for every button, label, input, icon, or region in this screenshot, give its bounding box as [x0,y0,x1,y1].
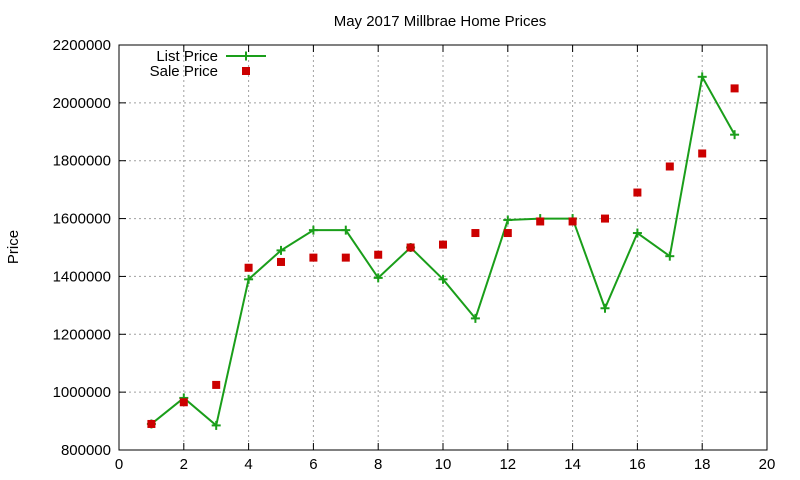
list-price-point [470,313,480,323]
sale-price-point [406,243,415,252]
sale-price-point [244,263,253,272]
list-price-point [600,303,610,313]
list-price-point [276,245,286,255]
x-tick-label: 2 [180,456,188,473]
legend-marker-sale-price [242,67,250,75]
sale-price-point [277,257,285,266]
y-tick-label: 1800000 [53,153,111,170]
sale-price-point [730,84,739,93]
legend-marker-list-price [241,51,251,61]
x-tick-label: 16 [629,456,646,473]
legend-label-list-price: List Price [156,48,218,65]
y-axis-label: Price [5,230,22,264]
axis-ticks: 0 2 4 6 8 10 12 14 16 18 20 800000 1000000 1200000 140… [53,37,776,473]
sale-price-point [309,253,318,262]
list-price-point [308,225,318,235]
sale-price-point [147,419,156,428]
sale-price-point [698,149,707,158]
y-tick-label: 1400000 [53,268,111,285]
x-tick-label: 0 [115,456,123,473]
x-tick-label: 8 [374,456,382,473]
x-tick-label: 20 [759,456,776,473]
sale-price-point [503,229,512,238]
y-tick-label: 2200000 [53,37,111,54]
grid [119,45,767,450]
sale-price-point [212,380,221,389]
list-price-point [341,225,351,235]
x-tick-label: 6 [309,456,317,473]
list-price-point [665,251,675,261]
x-tick-label: 4 [244,456,252,473]
sale-price-point [471,229,480,238]
sale-price-point [536,217,545,226]
y-tick-label: 800000 [61,442,111,459]
legend-label-sale-price: Sale Price [150,63,218,80]
x-tick-label: 14 [564,456,581,473]
chart-title: May 2017 Millbrae Home Prices [334,13,547,30]
y-tick-label: 2000000 [53,95,111,112]
x-tick-label: 12 [499,456,516,473]
list-price-point [697,72,707,82]
sale-price-point [179,398,188,407]
sale-price-point [374,250,383,259]
legend: List Price Sale Price [150,48,266,80]
sale-price-point [601,214,609,223]
list-price-point [211,420,221,430]
list-price-point [730,130,740,140]
y-tick-label: 1000000 [53,384,111,401]
series [146,72,740,430]
list-price-point [632,228,642,238]
x-tick-label: 10 [435,456,452,473]
sale-price-point [341,253,350,262]
sale-price-point [568,217,577,226]
y-tick-label: 1200000 [53,326,111,343]
list-price-point [438,274,448,284]
x-tick-label: 18 [694,456,711,473]
list-price-point [503,215,513,225]
sale-price-point [665,162,674,171]
list-price-point [244,274,254,284]
y-tick-label: 1600000 [53,211,111,228]
sale-price-point [439,240,447,249]
sale-price-point [633,188,642,197]
list-price-point [373,273,383,283]
